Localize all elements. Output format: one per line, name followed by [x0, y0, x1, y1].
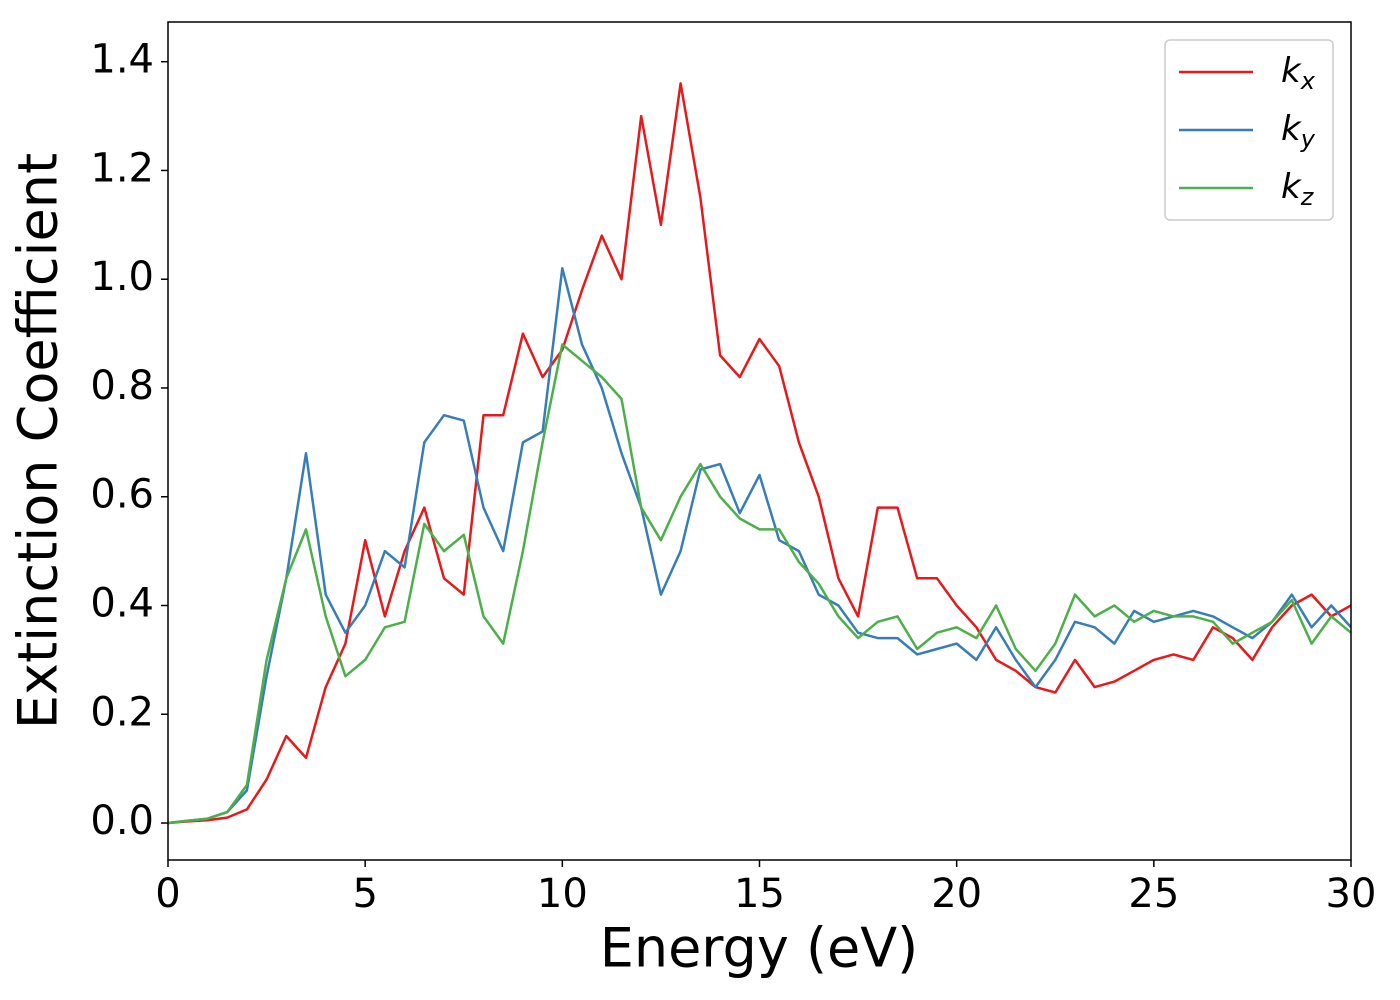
- y-tick-label: 0.2: [90, 689, 154, 735]
- y-tick-label: 1.0: [90, 254, 154, 300]
- y-tick-label: 0.0: [90, 798, 154, 844]
- legend-label: kx: [1281, 51, 1316, 96]
- x-tick-label: 10: [537, 871, 588, 917]
- plot-frame: [167, 21, 1352, 861]
- x-tick-label: 5: [352, 871, 377, 917]
- y-tick-label: 0.8: [90, 363, 154, 409]
- y-tick-label: 1.2: [90, 145, 154, 191]
- y-tick-label: 0.4: [90, 581, 154, 627]
- legend-label: ky: [1281, 109, 1316, 154]
- y-tick-label: 1.4: [90, 37, 154, 83]
- line-series: [168, 343, 1351, 825]
- line-series: [168, 82, 1351, 825]
- x-tick-label: 20: [931, 871, 982, 917]
- legend-label: kz: [1281, 167, 1315, 212]
- y-axis-label: Extinction Coefficient: [7, 153, 70, 729]
- x-tick-label: 0: [155, 871, 180, 917]
- y-tick-label: 0.6: [90, 472, 154, 518]
- x-tick-label: 30: [1326, 871, 1377, 917]
- line-series: [168, 267, 1351, 825]
- x-tick-label: 15: [734, 871, 785, 917]
- x-tick-label: 25: [1128, 871, 1179, 917]
- x-axis-label: Energy (eV): [600, 917, 919, 980]
